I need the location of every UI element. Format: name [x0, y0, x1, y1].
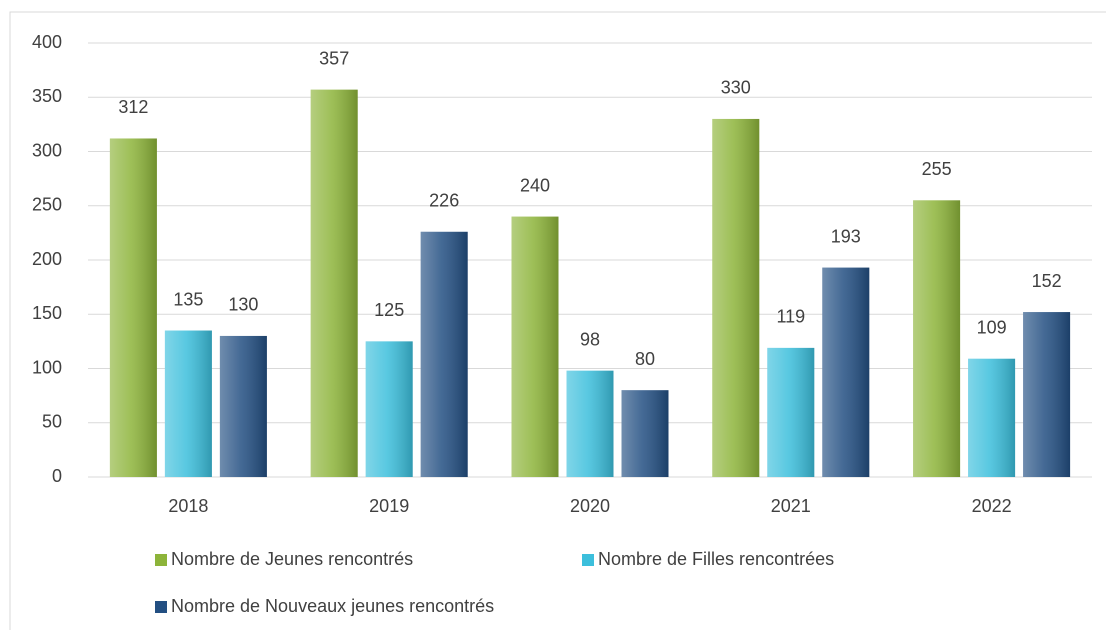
chart-border: [9, 11, 1106, 630]
y-tick-label: 350: [32, 86, 62, 106]
legend-label: Nombre de Jeunes rencontrés: [171, 549, 413, 569]
data-label: 98: [580, 329, 600, 349]
y-tick-label: 100: [32, 357, 62, 377]
data-label: 240: [520, 175, 550, 195]
legend-swatch: [155, 601, 167, 613]
y-tick-label: 200: [32, 249, 62, 269]
y-tick-label: 0: [52, 466, 62, 486]
data-label: 357: [319, 48, 349, 68]
bar-shine: [968, 358, 1016, 477]
data-label: 119: [776, 307, 805, 327]
legend-swatch: [582, 554, 594, 566]
bar-shine: [621, 390, 669, 477]
y-tick-label: 400: [32, 32, 62, 52]
legend-label: Nombre de Nouveaux jeunes rencontrés: [171, 596, 494, 616]
x-tick-label: 2022: [972, 496, 1012, 516]
data-label: 193: [831, 226, 861, 246]
x-tick-label: 2021: [771, 496, 811, 516]
legend-swatch: [155, 554, 167, 566]
bar-shine: [712, 118, 760, 477]
bar-shine: [566, 370, 614, 477]
data-label: 152: [1032, 271, 1062, 291]
data-label: 255: [922, 159, 952, 179]
bar-shine: [164, 330, 212, 477]
y-tick-label: 150: [32, 303, 62, 323]
legend-label: Nombre de Filles rencontrées: [598, 549, 834, 569]
bar-shine: [913, 200, 961, 477]
y-tick-label: 300: [32, 140, 62, 160]
data-label: 130: [228, 295, 258, 315]
bar-shine: [420, 231, 468, 477]
y-tick-label: 50: [42, 412, 62, 432]
x-tick-label: 2019: [369, 496, 409, 516]
bar-shine: [767, 347, 815, 477]
bar-shine: [511, 216, 559, 477]
data-label: 80: [635, 349, 655, 369]
bar-shine: [822, 267, 870, 477]
data-label: 109: [977, 317, 1007, 337]
bar-shine: [310, 89, 358, 477]
data-label: 125: [374, 300, 404, 320]
bar-shine: [219, 335, 267, 477]
data-label: 312: [118, 97, 148, 117]
x-tick-label: 2020: [570, 496, 610, 516]
y-tick-label: 250: [32, 195, 62, 215]
bar-shine: [109, 138, 157, 478]
data-label: 226: [429, 191, 459, 211]
data-label: 135: [173, 289, 203, 309]
x-tick-label: 2018: [168, 496, 208, 516]
bar-shine: [365, 341, 413, 477]
bar-shine: [1023, 312, 1071, 477]
data-label: 330: [721, 78, 751, 98]
